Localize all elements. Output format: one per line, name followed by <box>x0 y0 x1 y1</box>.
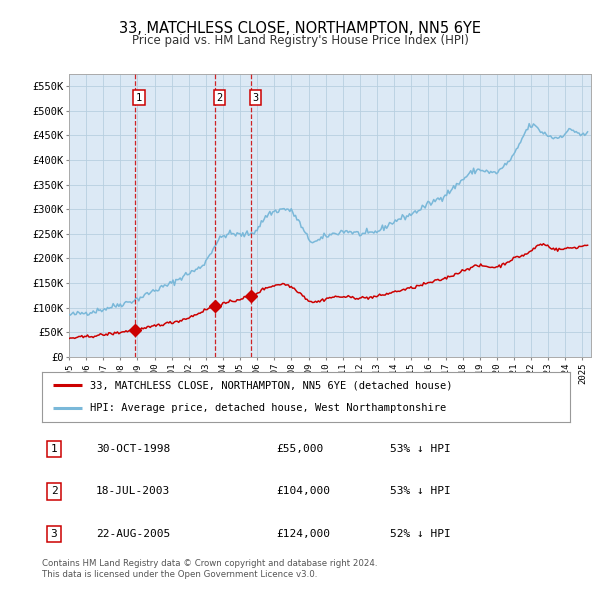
Text: 33, MATCHLESS CLOSE, NORTHAMPTON, NN5 6YE: 33, MATCHLESS CLOSE, NORTHAMPTON, NN5 6Y… <box>119 21 481 35</box>
Text: 22-AUG-2005: 22-AUG-2005 <box>96 529 170 539</box>
Text: 3: 3 <box>252 93 259 103</box>
Text: 2: 2 <box>50 487 58 496</box>
Text: HPI: Average price, detached house, West Northamptonshire: HPI: Average price, detached house, West… <box>89 404 446 414</box>
Text: 18-JUL-2003: 18-JUL-2003 <box>96 487 170 496</box>
Text: 30-OCT-1998: 30-OCT-1998 <box>96 444 170 454</box>
Text: 53% ↓ HPI: 53% ↓ HPI <box>390 444 451 454</box>
Text: 53% ↓ HPI: 53% ↓ HPI <box>390 487 451 496</box>
Text: 1: 1 <box>136 93 142 103</box>
Text: 52% ↓ HPI: 52% ↓ HPI <box>390 529 451 539</box>
Text: £104,000: £104,000 <box>276 487 330 496</box>
Text: £124,000: £124,000 <box>276 529 330 539</box>
Text: 3: 3 <box>50 529 58 539</box>
Text: 2: 2 <box>217 93 223 103</box>
Text: Price paid vs. HM Land Registry's House Price Index (HPI): Price paid vs. HM Land Registry's House … <box>131 34 469 47</box>
Text: 1: 1 <box>50 444 58 454</box>
Text: £55,000: £55,000 <box>276 444 323 454</box>
Text: 33, MATCHLESS CLOSE, NORTHAMPTON, NN5 6YE (detached house): 33, MATCHLESS CLOSE, NORTHAMPTON, NN5 6Y… <box>89 380 452 390</box>
Text: Contains HM Land Registry data © Crown copyright and database right 2024.
This d: Contains HM Land Registry data © Crown c… <box>42 559 377 579</box>
